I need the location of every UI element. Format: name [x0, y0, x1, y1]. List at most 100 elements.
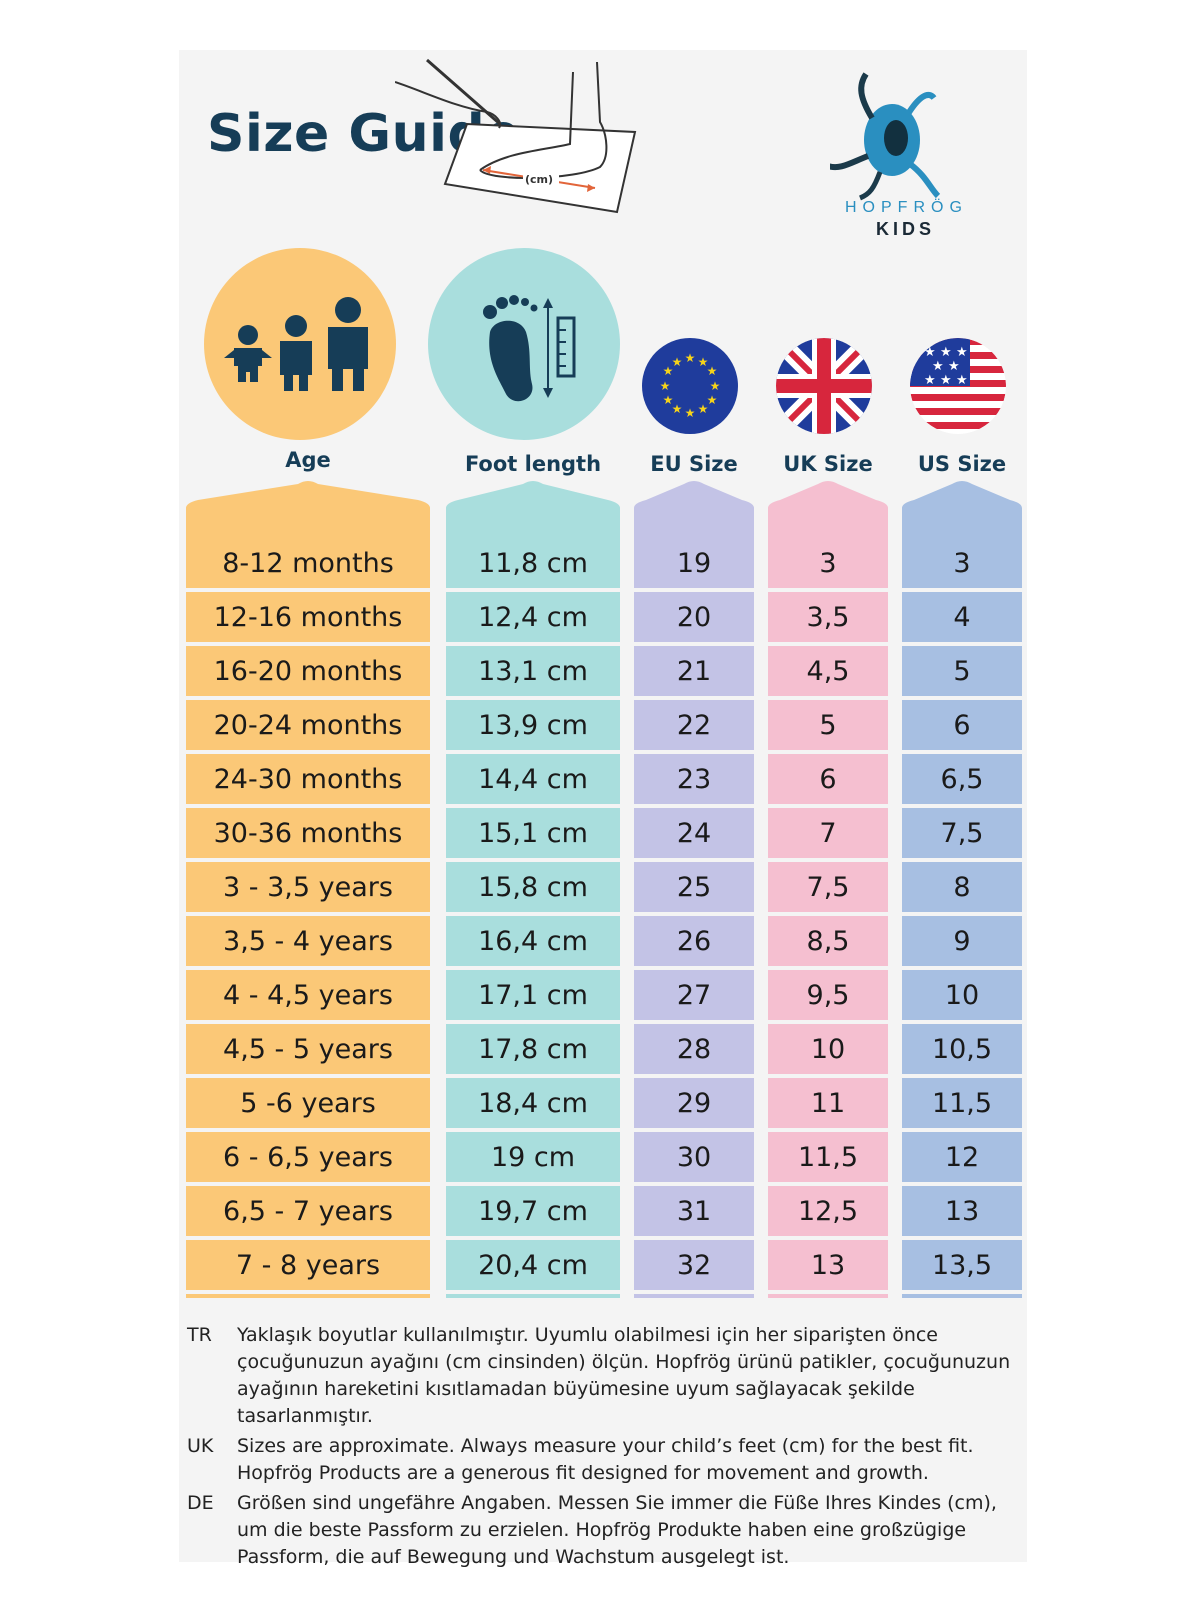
table-cell-uk: 9,5 — [768, 970, 888, 1020]
note-text: Größen sind ungefähre Angaben. Messen Si… — [237, 1492, 997, 1568]
column-eu-end — [634, 1294, 754, 1298]
table-cell-uk: 3 — [768, 538, 888, 588]
us-flag-circle: ★ ★ ★ ★ ★ ★ ★ ★ — [910, 338, 1006, 434]
family-icon — [224, 297, 368, 391]
column-us: 3 4 5 6 6,5 7,5 8 9 10 10,5 11,5 12 13 13,5 — [902, 538, 1022, 1298]
svg-text:★: ★ — [685, 351, 696, 365]
table-cell-uk: 11 — [768, 1078, 888, 1128]
foot-measuring-sketch-icon: (cm) — [395, 58, 637, 214]
table-cell-eu: 27 — [634, 970, 754, 1020]
table-cell-age: 12-16 months — [186, 592, 430, 642]
note-de: DE Größen sind ungefähre Angaben. Messen… — [187, 1490, 1017, 1571]
table-cell-uk: 12,5 — [768, 1186, 888, 1236]
table-cell-eu: 20 — [634, 592, 754, 642]
table-cell-foot: 19 cm — [446, 1132, 620, 1182]
table-cell-uk: 3,5 — [768, 592, 888, 642]
table-cell-age: 6,5 - 7 years — [186, 1186, 430, 1236]
us-flag-icon: ★ ★ ★ ★ ★ ★ ★ ★ — [910, 338, 1006, 434]
column-age-tab — [186, 481, 430, 538]
table-cell-us: 9 — [902, 916, 1022, 966]
table-cell-foot: 15,8 cm — [446, 862, 620, 912]
table-cell-us: 8 — [902, 862, 1022, 912]
brand-name: HOPFRÖG — [845, 199, 968, 216]
frog-logo-icon — [830, 72, 941, 201]
table-cell-us: 6,5 — [902, 754, 1022, 804]
table-cell-eu: 30 — [634, 1132, 754, 1182]
table-cell-uk: 7,5 — [768, 862, 888, 912]
table-cell-eu: 26 — [634, 916, 754, 966]
table-cell-eu: 25 — [634, 862, 754, 912]
table-cell-us: 13,5 — [902, 1240, 1022, 1290]
svg-text:★: ★ — [663, 393, 674, 407]
table-cell-eu: 31 — [634, 1186, 754, 1236]
table-cell-us: 5 — [902, 646, 1022, 696]
uk-flag-circle — [776, 338, 872, 434]
table-cell-eu: 21 — [634, 646, 754, 696]
svg-text:★: ★ — [660, 379, 671, 393]
table-cell-uk: 6 — [768, 754, 888, 804]
foot-circle — [428, 248, 620, 440]
svg-text:★: ★ — [710, 379, 721, 393]
table-cell-us: 3 — [902, 538, 1022, 588]
table-cell-us: 4 — [902, 592, 1022, 642]
svg-text:★: ★ — [663, 364, 674, 378]
table-cell-uk: 10 — [768, 1024, 888, 1074]
table-cell-foot: 12,4 cm — [446, 592, 620, 642]
table-cell-us: 13 — [902, 1186, 1022, 1236]
table-cell-us: 10 — [902, 970, 1022, 1020]
table-cell-uk: 7 — [768, 808, 888, 858]
table-cell-us: 10,5 — [902, 1024, 1022, 1074]
table-cell-age: 4 - 4,5 years — [186, 970, 430, 1020]
column-us-end — [902, 1294, 1022, 1298]
table-cell-age: 30-36 months — [186, 808, 430, 858]
svg-text:★: ★ — [940, 345, 952, 360]
table-cell-eu: 29 — [634, 1078, 754, 1128]
uk-flag-icon — [776, 338, 872, 434]
svg-text:★: ★ — [698, 355, 709, 369]
svg-text:★: ★ — [685, 406, 696, 420]
table-cell-us: 11,5 — [902, 1078, 1022, 1128]
svg-text:★: ★ — [956, 373, 968, 388]
svg-text:★: ★ — [672, 402, 683, 416]
table-cell-age: 4,5 - 5 years — [186, 1024, 430, 1074]
sketch-unit-label: (cm) — [525, 173, 553, 186]
column-age: 8-12 months 12-16 months 16-20 months 20-24… — [186, 538, 430, 1298]
table-cell-age: 3,5 - 4 years — [186, 916, 430, 966]
svg-text:★: ★ — [707, 364, 718, 378]
brand-sub: KIDS — [876, 219, 936, 239]
table-cell-age: 5 -6 years — [186, 1078, 430, 1128]
table-cell-foot: 17,1 cm — [446, 970, 620, 1020]
table-cell-uk: 13 — [768, 1240, 888, 1290]
svg-text:★: ★ — [924, 345, 936, 360]
table-cell-us: 6 — [902, 700, 1022, 750]
table-cell-age: 3 - 3,5 years — [186, 862, 430, 912]
notes: TR Yaklaşık boyutlar kullanılmıştır. Uyu… — [187, 1322, 1017, 1574]
table-cell-eu: 24 — [634, 808, 754, 858]
header-eu-size: EU Size — [650, 452, 738, 476]
svg-text:★: ★ — [924, 373, 936, 388]
table-cell-age: 24-30 months — [186, 754, 430, 804]
table-cell-age: 20-24 months — [186, 700, 430, 750]
table-cell-eu: 28 — [634, 1024, 754, 1074]
table-cell-foot: 16,4 cm — [446, 916, 620, 966]
column-uk-end — [768, 1294, 888, 1298]
table-cell-age: 7 - 8 years — [186, 1240, 430, 1290]
table-cell-foot: 11,8 cm — [446, 538, 620, 588]
note-lang: UK — [187, 1435, 214, 1457]
table-cell-foot: 19,7 cm — [446, 1186, 620, 1236]
svg-text:★: ★ — [698, 402, 709, 416]
table-cell-age: 16-20 months — [186, 646, 430, 696]
table-cell-uk: 11,5 — [768, 1132, 888, 1182]
table-cell-us: 7,5 — [902, 808, 1022, 858]
header-age: Age — [285, 448, 331, 472]
column-uk-tab — [768, 481, 888, 538]
table-cell-foot: 13,9 cm — [446, 700, 620, 750]
foot-ruler-icon — [483, 295, 576, 402]
svg-text:★: ★ — [932, 359, 944, 374]
table-cell-uk: 8,5 — [768, 916, 888, 966]
table-cell-foot: 13,1 cm — [446, 646, 620, 696]
svg-text:★: ★ — [956, 345, 968, 360]
svg-text:★: ★ — [707, 393, 718, 407]
table-cell-eu: 32 — [634, 1240, 754, 1290]
age-circle — [204, 248, 396, 440]
